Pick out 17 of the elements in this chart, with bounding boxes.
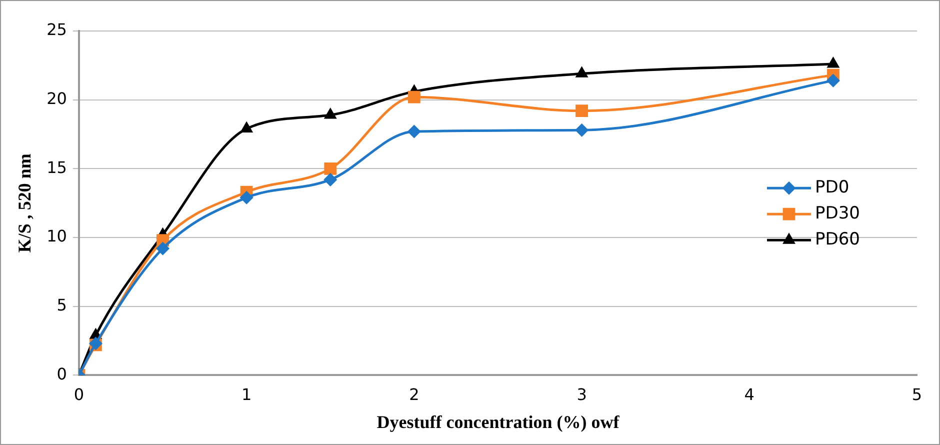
y-tick-label: 10 — [46, 226, 67, 246]
y-tick-label: 5 — [56, 296, 67, 315]
y-tick-label: 25 — [46, 20, 67, 40]
x-tick-label: 1 — [241, 384, 252, 404]
y-tick-label: 20 — [46, 88, 67, 108]
legend-label: PD0 — [815, 178, 850, 198]
x-tick-label: 5 — [912, 384, 922, 404]
legend-label: PD60 — [815, 230, 860, 250]
x-axis-title: Dyestuff concentration (%) owf — [376, 412, 620, 432]
x-tick-label: 0 — [74, 384, 84, 404]
y-tick-label: 15 — [46, 158, 67, 177]
x-tick-label: 2 — [409, 384, 420, 404]
legend-label: PD30 — [815, 204, 860, 224]
x-tick-label: 3 — [576, 384, 587, 404]
y-tick-label: 0 — [56, 364, 67, 384]
y-axis-title: K/S , 520 nm — [14, 154, 34, 253]
x-tick-label: 4 — [744, 384, 754, 404]
